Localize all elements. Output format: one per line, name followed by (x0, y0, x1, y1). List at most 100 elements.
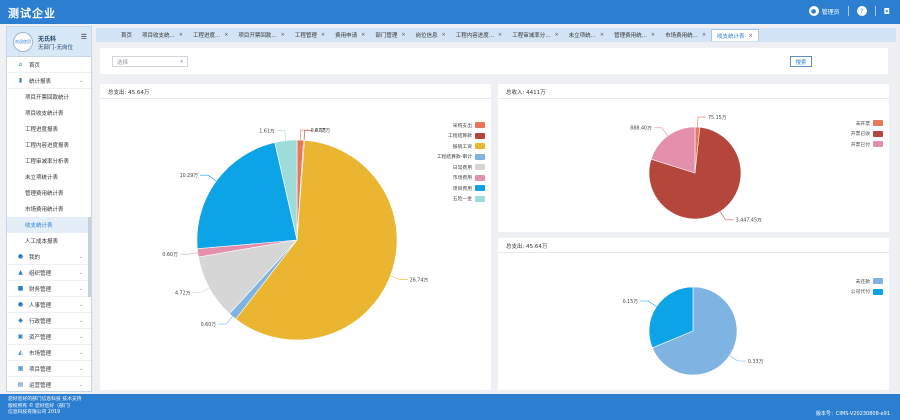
sidebar-item[interactable]: ▤ 运营管理 ⌄ (7, 377, 91, 391)
tab[interactable]: 费用申请 × (330, 29, 370, 41)
close-icon[interactable]: × (441, 32, 446, 38)
legend-swatch (475, 122, 485, 129)
legend-item[interactable]: 开票已付 (851, 139, 883, 150)
close-icon[interactable]: × (401, 32, 406, 38)
legend-item[interactable]: 五险一金 (437, 194, 485, 205)
tab[interactable]: 工程管理 × (290, 29, 330, 41)
footer: 您好您好的部门信息科技 技术支持 版权所有 © 您好您好（部门） 信息科技有限公… (0, 394, 900, 420)
pie-slice[interactable] (651, 286, 738, 376)
chart-title: 总收入: 4411万 (506, 90, 546, 96)
close-icon[interactable]: × (178, 32, 183, 38)
sidebar-item[interactable]: ◆ 行政管理 ⌄ (7, 313, 91, 329)
close-icon[interactable]: × (361, 32, 366, 38)
close-icon[interactable]: × (748, 32, 753, 39)
legend-item[interactable]: 日常费用 (437, 162, 485, 173)
sidebar-item-label: 行政管理 (29, 318, 52, 325)
close-icon[interactable]: × (280, 32, 285, 38)
pie-data-label: 3,447.45万 (736, 218, 762, 224)
sidebar-subitem[interactable]: 管理费用统计表 (25, 191, 64, 197)
help-icon[interactable]: ? (856, 6, 867, 16)
sidebar-item-label: 组织管理 (29, 270, 52, 277)
sidebar-subitem[interactable]: 工程审减率分析表 (25, 159, 70, 165)
sidebar-subitem[interactable]: 市场费用统计表 (25, 207, 64, 213)
tab-label: 未立项统... (568, 33, 596, 39)
notification-icon[interactable]: ◘ (883, 6, 890, 16)
pie-data-label: 0.60万 (201, 322, 217, 328)
sidebar-subitem[interactable]: 人工成本报表 (25, 239, 59, 245)
sidebar-item[interactable]: ▲ 组织管理 ⌄ (7, 265, 91, 281)
legend-swatch (475, 164, 485, 171)
sidebar-item[interactable]: ▮ 统计报表 ⌄ (7, 73, 91, 89)
pie-data-label: 0.60万 (162, 252, 178, 258)
legend-item[interactable]: 采购支出 (437, 120, 485, 131)
legend-label: 未开票 (855, 121, 870, 127)
tab-label: 费用申请 (335, 33, 358, 39)
legend-item[interactable]: 未开票 (851, 118, 883, 129)
sidebar-item[interactable]: ■ 财务管理 ⌄ (7, 281, 91, 297)
sidebar-subitem[interactable]: 工程内容进度报表 (25, 143, 70, 149)
chart-legend: 未还款 公司代付 (851, 276, 883, 297)
close-icon[interactable]: × (498, 32, 503, 38)
user-menu[interactable]: ● 管理员 (808, 6, 840, 16)
tab[interactable]: 部门管理 × (370, 29, 410, 41)
pie-slice[interactable] (650, 126, 696, 174)
sidebar-item[interactable]: ◭ 市场管理 ⌄ (7, 345, 91, 361)
tab[interactable]: 首页 (116, 29, 137, 41)
close-icon[interactable]: × (701, 32, 707, 38)
legend-swatch (475, 174, 485, 181)
legend-swatch (873, 130, 883, 137)
tab[interactable]: 项目开票回款... × (233, 29, 289, 41)
sidebar-subitem[interactable]: 项目开票回款统计 (25, 95, 70, 101)
legend-swatch (475, 185, 485, 192)
pie-slice[interactable] (235, 139, 398, 341)
filter-select[interactable]: 选择 ▾ (112, 56, 188, 67)
close-icon[interactable]: × (320, 32, 326, 38)
sidebar-subitem[interactable]: 收支统计表 (7, 217, 91, 233)
pie-leader-line (640, 300, 657, 307)
sidebar-item[interactable]: ● 人事管理 ⌄ (7, 297, 91, 313)
legend-label: 公司代付 (850, 290, 870, 296)
pie-slice[interactable] (196, 142, 298, 250)
sidebar-item[interactable]: ● 我的 ⌄ (7, 249, 91, 265)
legend-item[interactable]: 报销工资 (437, 141, 485, 152)
sidebar-item[interactable]: ▣ 资产管理 ⌄ (7, 329, 91, 345)
tab[interactable]: 工程内容进度... × (451, 29, 507, 41)
tab[interactable]: 项目收支统... × (137, 29, 188, 41)
search-button[interactable]: 搜索 (790, 56, 812, 67)
legend-item[interactable]: 开票已收 (851, 129, 883, 140)
pie-leader-line (276, 130, 287, 141)
sidebar-item[interactable]: ▦ 项目管理 ⌄ (7, 361, 91, 377)
footer-line: 版权所有 © 您好您好（部门） (8, 403, 74, 409)
legend-item[interactable]: 工程结算款 (437, 131, 485, 142)
tab[interactable]: 管理费用统... × (609, 29, 660, 41)
close-icon[interactable]: × (599, 32, 605, 38)
finance-icon: ■ (17, 285, 24, 292)
pie-leader-line (192, 287, 210, 293)
close-icon[interactable]: × (224, 32, 229, 38)
tab[interactable]: 收支统计表 × (711, 29, 759, 41)
legend-item[interactable]: 项目费用 (437, 183, 485, 194)
pie-data-label: 0.47万 (311, 128, 327, 134)
close-icon[interactable]: × (650, 32, 656, 38)
legend-item[interactable]: 未还款 (851, 276, 883, 287)
sidebar-subitem[interactable]: 项目收支统计表 (25, 111, 64, 117)
tab[interactable]: 岗位信息 × (411, 29, 451, 41)
close-icon[interactable]: × (554, 32, 559, 38)
sidebar-subitem[interactable]: 工程进度报表 (25, 127, 59, 133)
tab-label: 工程内容进度... (455, 33, 494, 39)
pie-leader-line (719, 211, 734, 221)
sidebar-subitem[interactable]: 未立项统计表 (25, 175, 59, 181)
tab[interactable]: 工程审减率分... × (507, 29, 563, 41)
legend-item[interactable]: 工程结算款-审计 (437, 152, 485, 163)
tab[interactable]: 未立项统... × (564, 29, 609, 41)
tab[interactable]: 工程进度... × (188, 29, 233, 41)
sidebar-scrollbar[interactable] (88, 217, 91, 297)
legend-item[interactable]: 市场费用 (437, 173, 485, 184)
legend-item[interactable]: 公司代付 (851, 287, 883, 298)
card-divider (498, 252, 889, 253)
chevron-down-icon: ⌄ (78, 301, 83, 308)
tab[interactable]: 市场费用统... × (660, 29, 711, 41)
menu-toggle-icon[interactable]: ☰ (80, 33, 87, 41)
sidebar-item[interactable]: ⌂ 首页 (7, 57, 91, 73)
pie-slice[interactable] (274, 139, 298, 241)
